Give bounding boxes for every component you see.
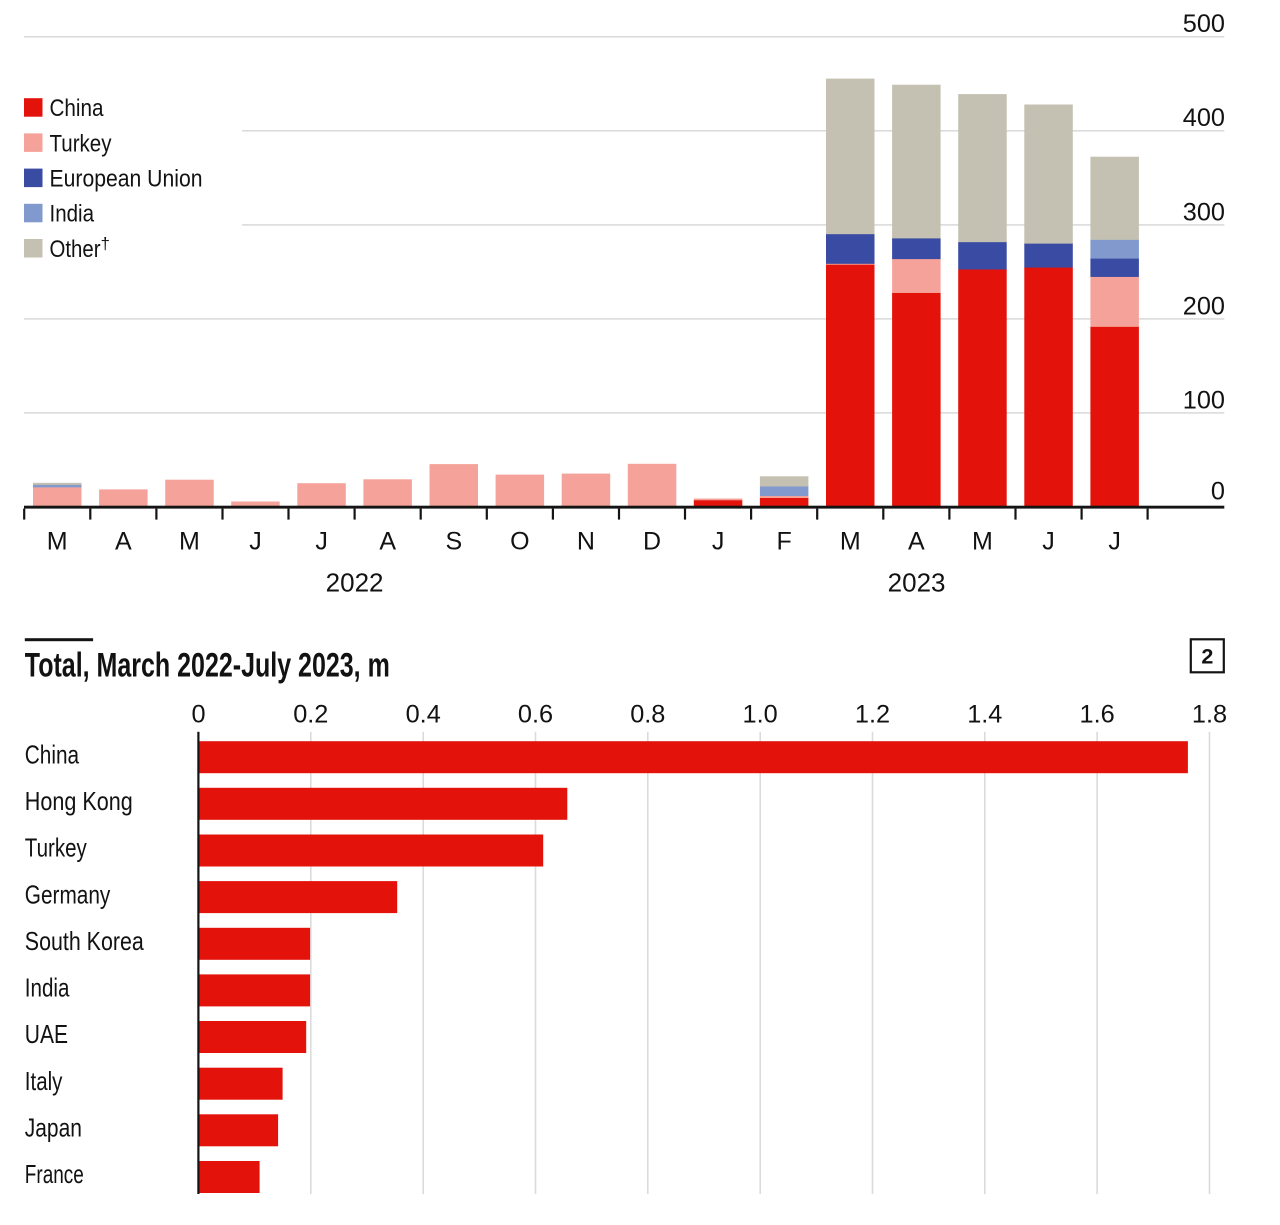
- svg-text:O: O: [510, 528, 529, 556]
- svg-text:France: France: [25, 1159, 84, 1189]
- svg-text:0.6: 0.6: [518, 700, 553, 728]
- svg-text:S: S: [445, 528, 462, 556]
- svg-text:N: N: [577, 528, 595, 556]
- svg-text:J: J: [1042, 528, 1055, 556]
- svg-text:0: 0: [191, 700, 205, 728]
- svg-text:UAE: UAE: [25, 1019, 68, 1049]
- svg-text:J: J: [315, 528, 328, 556]
- svg-text:China: China: [25, 739, 80, 769]
- svg-text:1.2: 1.2: [855, 700, 890, 728]
- svg-text:1.8: 1.8: [1192, 700, 1227, 728]
- svg-text:Japan: Japan: [25, 1113, 82, 1143]
- svg-text:European Union: European Union: [50, 166, 203, 193]
- svg-text:1.0: 1.0: [743, 700, 778, 728]
- svg-text:M: M: [179, 528, 200, 556]
- svg-text:0: 0: [1211, 477, 1225, 505]
- svg-text:Other†: Other†: [50, 234, 110, 263]
- svg-text:400: 400: [1183, 104, 1225, 132]
- svg-text:1.4: 1.4: [967, 700, 1002, 728]
- svg-text:2022: 2022: [326, 568, 384, 598]
- svg-text:South Korea: South Korea: [25, 926, 144, 956]
- svg-text:500: 500: [1183, 10, 1225, 38]
- svg-text:Turkey: Turkey: [25, 833, 87, 863]
- svg-text:M: M: [972, 528, 993, 556]
- svg-text:1.6: 1.6: [1080, 700, 1115, 728]
- svg-text:D: D: [643, 528, 661, 556]
- svg-text:100: 100: [1183, 386, 1225, 414]
- svg-text:Italy: Italy: [25, 1066, 63, 1096]
- svg-text:J: J: [249, 528, 262, 556]
- svg-text:Germany: Germany: [25, 879, 111, 909]
- svg-text:India: India: [50, 201, 95, 228]
- svg-text:J: J: [712, 528, 725, 556]
- svg-text:China: China: [50, 95, 105, 122]
- svg-text:J: J: [1108, 528, 1121, 556]
- svg-text:India: India: [25, 973, 70, 1003]
- svg-text:M: M: [840, 528, 861, 556]
- svg-text:200: 200: [1183, 292, 1225, 320]
- svg-text:Turkey: Turkey: [50, 130, 112, 157]
- svg-text:300: 300: [1183, 198, 1225, 226]
- svg-text:0.8: 0.8: [630, 700, 665, 728]
- svg-text:0.2: 0.2: [293, 700, 328, 728]
- svg-text:A: A: [908, 528, 925, 556]
- svg-text:A: A: [379, 528, 396, 556]
- svg-text:Total, March 2022-July 2023, m: Total, March 2022-July 2023, m: [25, 646, 390, 684]
- svg-text:Hong Kong: Hong Kong: [25, 786, 133, 816]
- svg-text:M: M: [47, 528, 68, 556]
- svg-text:A: A: [115, 528, 132, 556]
- svg-text:0.4: 0.4: [406, 700, 441, 728]
- svg-text:2: 2: [1201, 645, 1213, 669]
- svg-text:F: F: [777, 528, 792, 556]
- svg-text:2023: 2023: [888, 568, 946, 598]
